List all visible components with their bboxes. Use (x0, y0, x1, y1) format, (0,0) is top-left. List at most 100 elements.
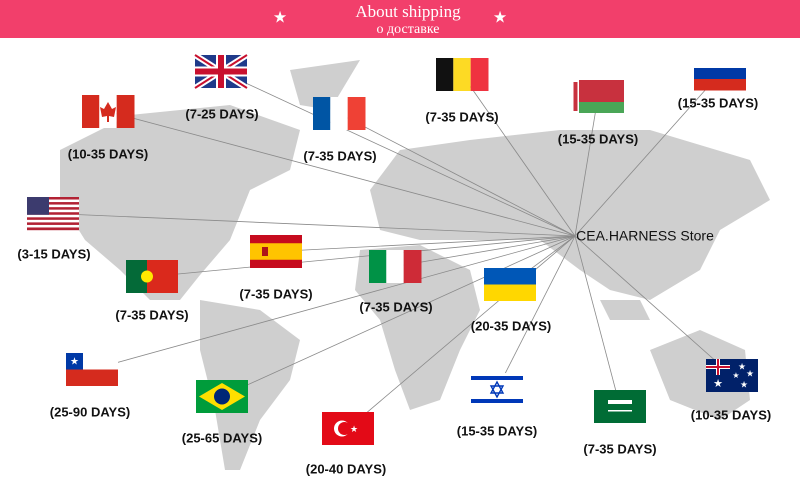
star: ★ (493, 10, 507, 27)
flag-part (338, 422, 351, 435)
flags: (7-25 DAYS) (10-35 DAYS) (7-35 DAYS) (7-35 … (17, 52, 771, 476)
flag-part (27, 219, 79, 223)
delivery-time: (3-15 DAYS) (17, 246, 90, 261)
route-line (574, 73, 721, 237)
flag-part: ★ (740, 379, 748, 389)
route-line (275, 235, 576, 252)
flag (27, 197, 79, 231)
flag-part (27, 207, 79, 210)
store-name: CEA.HARNESS Store (576, 228, 714, 244)
header-title: About shipping (355, 2, 461, 21)
flag-part (116, 95, 135, 128)
route-line (461, 74, 576, 237)
flag-part (717, 359, 719, 375)
south-america (200, 300, 300, 470)
delivery-time: (10-35 DAYS) (68, 146, 148, 161)
flag (484, 268, 536, 301)
flag-part (694, 57, 746, 68)
africa (355, 245, 480, 410)
flag-part: ★ (746, 368, 754, 378)
flag-part (27, 197, 49, 215)
delivery-time: (20-40 DAYS) (306, 461, 386, 476)
flag-part (262, 247, 268, 256)
flag-part (27, 224, 79, 228)
flag-part (214, 388, 230, 405)
route-lines (52, 71, 733, 429)
flag (694, 57, 746, 91)
delivery-time: (7-35 DAYS) (583, 441, 656, 456)
delivery-time: (7-35 DAYS) (239, 286, 312, 301)
flag (126, 260, 178, 293)
flag-part (694, 79, 746, 91)
world-map (60, 60, 770, 470)
flag-part (608, 410, 632, 412)
flag-part (369, 250, 387, 283)
delivery-time: (25-90 DAYS) (50, 404, 130, 419)
route-line (338, 113, 576, 237)
flag (196, 380, 248, 413)
flag (594, 390, 646, 423)
flag-part (484, 284, 536, 301)
flag-part (66, 369, 118, 386)
delivery-time: (7-25 DAYS) (185, 106, 258, 121)
flag-part (436, 58, 454, 91)
flag-part (386, 250, 404, 283)
delivery-time: (7-35 DAYS) (303, 148, 376, 163)
route-line (91, 235, 576, 370)
flag-part (27, 204, 79, 208)
route-line (347, 235, 576, 429)
flag-part (313, 97, 331, 130)
flag-part (453, 58, 471, 91)
flag (436, 58, 489, 91)
flag-part: ★ (732, 371, 739, 380)
flag-part (82, 95, 100, 128)
star: ★ (273, 10, 287, 27)
flag (82, 95, 135, 128)
route-line (151, 235, 576, 277)
delivery-time: (20-35 DAYS) (471, 318, 551, 333)
route-line (221, 235, 576, 397)
flag (572, 80, 624, 113)
flag-part (27, 202, 79, 205)
flag-part (594, 390, 646, 423)
flag-part (706, 359, 758, 392)
delivery-time: (7-35 DAYS) (425, 109, 498, 124)
flag (193, 52, 249, 91)
flag (250, 235, 302, 268)
flag-part (27, 222, 79, 226)
flag-part (403, 250, 422, 283)
flag-part (27, 199, 79, 203)
route-line (394, 235, 576, 267)
header-band (0, 0, 800, 38)
flag-part (27, 214, 79, 218)
flag-part (484, 268, 536, 285)
flag-part (694, 68, 746, 79)
route-line (220, 71, 576, 237)
flag: ★★★★★ (706, 359, 758, 392)
flag-part (573, 82, 578, 111)
delivery-time: (10-35 DAYS) (691, 407, 771, 422)
route-line (574, 96, 599, 237)
eurasia (370, 130, 770, 300)
flag (313, 97, 366, 130)
header-subtitle: о доставке (377, 22, 440, 37)
route-line (52, 213, 576, 237)
flag-part (471, 376, 523, 380)
delivery-time: (25-65 DAYS) (182, 430, 262, 445)
delivery-time: (7-35 DAYS) (359, 299, 432, 314)
flag-part (27, 209, 79, 213)
flag-part (27, 212, 79, 215)
delivery-time: (15-35 DAYS) (457, 423, 537, 438)
flag-part (330, 97, 348, 130)
route-line (574, 235, 733, 376)
flag-part (471, 399, 523, 403)
indonesia (600, 300, 650, 320)
flag (369, 250, 422, 283)
flag-part (27, 227, 79, 231)
greenland (290, 60, 360, 110)
flag-part (126, 260, 147, 293)
route-line (574, 235, 621, 407)
flag-part (572, 102, 624, 113)
flag-part (100, 102, 116, 122)
